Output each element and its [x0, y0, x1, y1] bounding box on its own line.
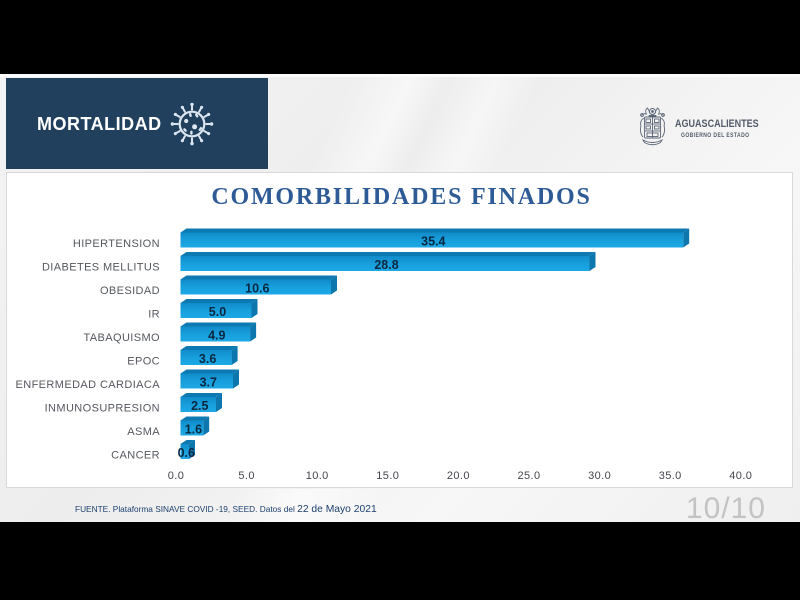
- svg-text:3.7: 3.7: [200, 376, 217, 390]
- svg-text:ASMA: ASMA: [127, 426, 160, 438]
- svg-text:35.0: 35.0: [659, 470, 682, 482]
- svg-text:20.0: 20.0: [447, 470, 470, 482]
- svg-text:35.4: 35.4: [421, 235, 445, 249]
- svg-text:4.9: 4.9: [208, 329, 225, 343]
- svg-text:CANCER: CANCER: [111, 450, 160, 462]
- svg-text:30.0: 30.0: [588, 470, 611, 482]
- svg-text:ENFERMEDAD CARDIACA: ENFERMEDAD CARDIACA: [15, 379, 160, 391]
- svg-text:5.0: 5.0: [238, 470, 255, 482]
- svg-text:28.8: 28.8: [374, 258, 398, 272]
- svg-text:OBESIDAD: OBESIDAD: [100, 285, 160, 297]
- svg-text:15.0: 15.0: [376, 470, 399, 482]
- svg-text:10.6: 10.6: [245, 282, 269, 296]
- svg-text:3.6: 3.6: [199, 352, 216, 366]
- svg-text:0.0: 0.0: [168, 470, 185, 482]
- svg-text:DIABETES MELLITUS: DIABETES MELLITUS: [42, 262, 160, 274]
- svg-text:IR: IR: [148, 309, 160, 321]
- svg-text:HIPERTENSION: HIPERTENSION: [73, 238, 160, 250]
- svg-text:TABAQUISMO: TABAQUISMO: [83, 332, 160, 344]
- svg-text:INMUNOSUPRESION: INMUNOSUPRESION: [45, 403, 160, 415]
- svg-text:1.6: 1.6: [185, 423, 202, 437]
- svg-text:2.5: 2.5: [191, 399, 208, 413]
- svg-text:10.0: 10.0: [306, 470, 329, 482]
- svg-text:40.0: 40.0: [729, 470, 752, 482]
- svg-text:5.0: 5.0: [209, 305, 226, 319]
- svg-text:25.0: 25.0: [517, 470, 540, 482]
- svg-text:0.6: 0.6: [178, 446, 195, 460]
- svg-text:EPOC: EPOC: [127, 356, 160, 368]
